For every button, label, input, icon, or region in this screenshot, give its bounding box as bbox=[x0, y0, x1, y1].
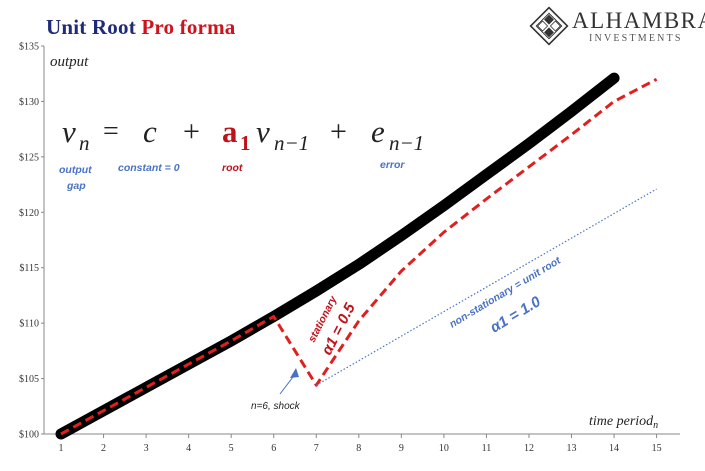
eq-v2-sub: n−1 bbox=[274, 131, 309, 155]
y-tick-label: $115 bbox=[19, 263, 39, 274]
x-tick-label: 4 bbox=[186, 443, 191, 454]
eq-equals: = bbox=[103, 116, 119, 147]
x-tick-label: 6 bbox=[271, 443, 276, 454]
x-tick-label: 11 bbox=[482, 443, 492, 454]
eq-plus-2: + bbox=[330, 115, 347, 148]
x-tick-label: 13 bbox=[567, 443, 577, 454]
title-part-2: Pro forma bbox=[141, 15, 236, 39]
x-tick-label: 9 bbox=[399, 443, 404, 454]
x-tick-label: 14 bbox=[609, 443, 619, 454]
chart-title: Unit Root Pro forma bbox=[46, 15, 235, 40]
y-tick-label: $100 bbox=[19, 430, 39, 441]
eq-v2: v bbox=[256, 114, 270, 149]
y-ticks: $100 $105 $110 $115 $120 $125 $130 $135 bbox=[19, 42, 44, 441]
x-tick-label: 10 bbox=[439, 443, 449, 454]
x-tick-label: 15 bbox=[652, 443, 662, 454]
y-tick-label: $125 bbox=[19, 152, 39, 163]
eq-v: v bbox=[62, 114, 76, 149]
eq-a-sub: 1 bbox=[240, 131, 251, 155]
y-tick-label: $120 bbox=[19, 208, 39, 219]
eq-c: c bbox=[143, 114, 157, 149]
eq-e: e bbox=[371, 114, 385, 149]
y-tick-label: $135 bbox=[19, 42, 39, 53]
alhambra-logo: ALHAMBRA INVESTMENTS bbox=[529, 6, 705, 46]
y-tick-label: $130 bbox=[19, 97, 39, 108]
series-line-shock bbox=[60, 77, 658, 436]
series-group bbox=[55, 72, 658, 440]
series-line-unit-root bbox=[316, 188, 657, 386]
label-root: root bbox=[222, 162, 243, 174]
label-constant: constant = 0 bbox=[118, 162, 180, 174]
y-tick-label: $105 bbox=[19, 374, 39, 385]
logo-mark-icon bbox=[529, 6, 569, 46]
eq-v-sub: n bbox=[79, 131, 90, 155]
x-tick-label: 1 bbox=[59, 443, 64, 454]
equation: v n = c + a 1 v n−1 + e n−1 bbox=[62, 114, 424, 155]
logo-subtitle: INVESTMENTS bbox=[589, 33, 683, 44]
title-part-1: Unit Root bbox=[46, 15, 136, 39]
x-axis-title-sub: n bbox=[653, 420, 658, 431]
shock-label: n=6, shock bbox=[251, 401, 301, 412]
x-ticks: 1 2 3 4 5 6 7 8 9 10 11 12 13 14 15 bbox=[59, 434, 662, 454]
x-axis-title-main: time period bbox=[589, 414, 654, 429]
y-tick-label: $110 bbox=[19, 319, 39, 330]
eq-plus-1: + bbox=[183, 115, 200, 148]
y-axis-title: output bbox=[50, 54, 89, 70]
eq-e-sub: n−1 bbox=[389, 131, 424, 155]
x-tick-label: 12 bbox=[524, 443, 534, 454]
logo-name: ALHAMBRA bbox=[572, 8, 705, 33]
label-error: error bbox=[380, 159, 405, 171]
x-axis-title: time periodn bbox=[589, 414, 658, 431]
x-tick-label: 5 bbox=[229, 443, 234, 454]
x-tick-label: 3 bbox=[144, 443, 149, 454]
x-tick-label: 8 bbox=[356, 443, 361, 454]
label-gap: gap bbox=[66, 180, 86, 192]
shock-arrow-head-icon bbox=[290, 368, 299, 378]
eq-a: a bbox=[222, 114, 238, 149]
x-tick-label: 7 bbox=[314, 443, 319, 454]
x-tick-label: 2 bbox=[101, 443, 106, 454]
label-output: output bbox=[59, 164, 92, 176]
